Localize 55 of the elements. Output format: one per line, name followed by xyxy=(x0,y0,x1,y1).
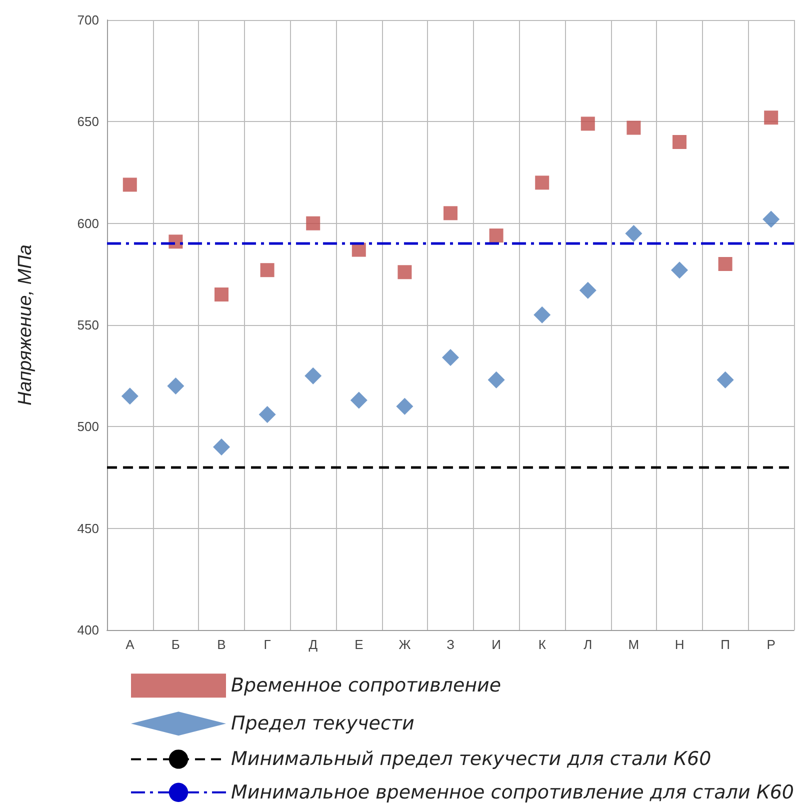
point xyxy=(626,120,641,135)
x-tick-label: Н xyxy=(674,637,684,652)
point xyxy=(671,262,688,279)
point xyxy=(121,388,138,405)
x-tick-label: Е xyxy=(354,637,364,652)
point xyxy=(306,216,320,230)
point xyxy=(122,178,137,192)
point xyxy=(764,110,778,125)
point xyxy=(762,210,780,228)
y-axis-title: Напряжение, МПа xyxy=(15,244,36,406)
point xyxy=(579,282,596,299)
x-tick-label: П xyxy=(720,637,730,652)
point xyxy=(625,225,642,242)
y-tick-label: 550 xyxy=(77,318,99,332)
point xyxy=(214,288,228,302)
point xyxy=(672,135,686,149)
point xyxy=(535,176,550,190)
point xyxy=(260,263,274,278)
x-tick-label: Б xyxy=(171,637,180,652)
x-tick-label: З xyxy=(446,637,455,652)
legend-label: Предел текучести xyxy=(231,712,414,735)
x-tick-label: А xyxy=(126,637,135,652)
x-tick-label: И xyxy=(492,637,501,652)
x-tick-label: Ж xyxy=(398,637,411,652)
point xyxy=(488,371,505,388)
point xyxy=(213,438,230,456)
x-tick-label: В xyxy=(217,637,226,652)
y-tick-label: 600 xyxy=(77,216,99,231)
point xyxy=(444,206,458,220)
y-tick-label: 700 xyxy=(77,12,99,28)
point xyxy=(167,378,184,394)
x-tick-label: Г xyxy=(264,637,271,652)
point xyxy=(396,398,414,415)
x-tick-label: Р xyxy=(766,637,776,652)
legend-label: Минимальный предел текучести для стали К60 xyxy=(231,748,712,770)
y-tick-label: 400 xyxy=(77,622,99,638)
y-tick-label: 650 xyxy=(77,114,99,130)
point xyxy=(716,371,734,388)
y-tick-label: 450 xyxy=(77,520,99,536)
point xyxy=(534,306,551,324)
point xyxy=(580,116,595,131)
x-tick-label: К xyxy=(538,637,546,652)
point xyxy=(442,349,459,366)
point xyxy=(258,406,276,423)
x-tick-label: М xyxy=(628,637,640,652)
y-tick-label: 500 xyxy=(77,419,99,434)
x-tick-label: Л xyxy=(584,637,592,652)
x-tick-label: Д xyxy=(308,637,318,652)
legend-label: Временное сопротивление xyxy=(231,674,502,697)
point xyxy=(350,392,368,409)
point xyxy=(398,265,412,280)
point xyxy=(304,367,322,384)
point xyxy=(718,257,732,271)
legend-label: Минимальное временное сопротивление для стали К60 xyxy=(231,781,794,804)
point xyxy=(489,228,504,243)
